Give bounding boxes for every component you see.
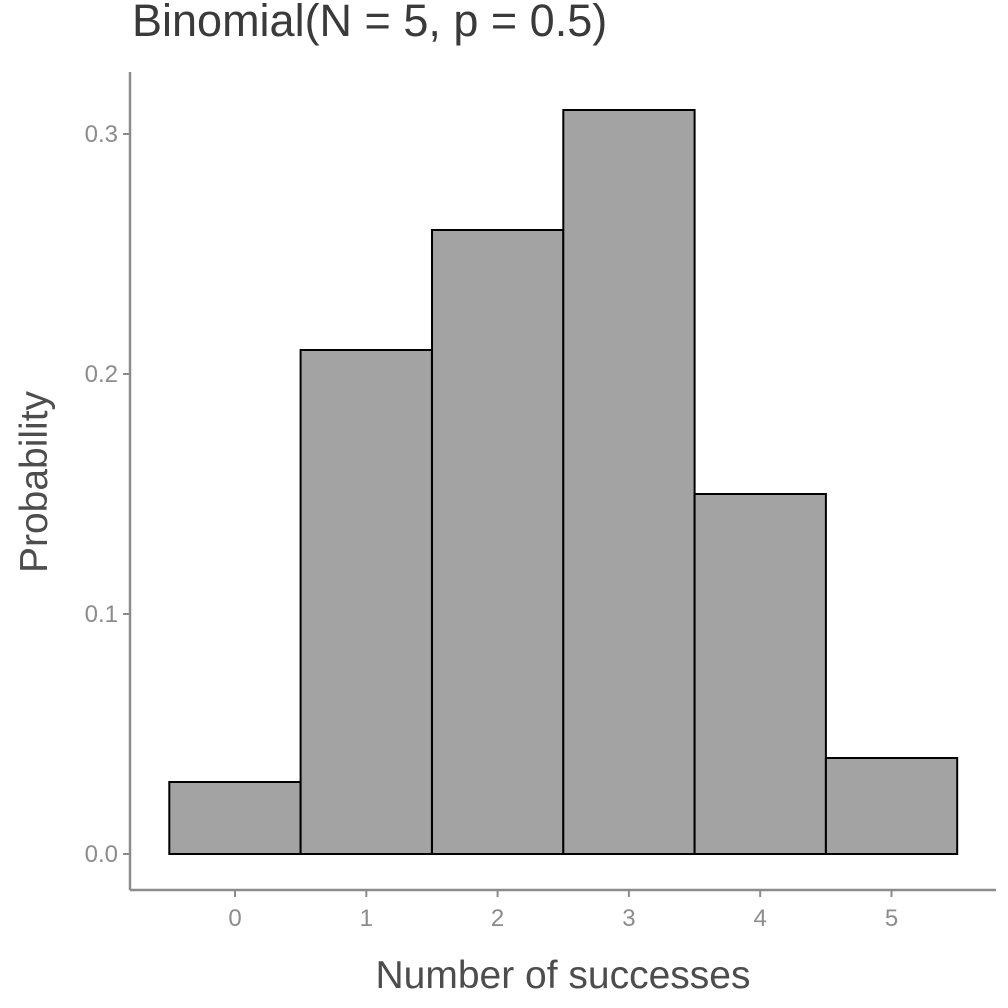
x-tick-label: 5 bbox=[885, 905, 898, 932]
x-axis-title: Number of successes bbox=[376, 954, 751, 997]
bars-group bbox=[168, 109, 959, 855]
bar-4 bbox=[693, 493, 827, 855]
x-axis-ticks: 0 1 2 3 4 5 bbox=[228, 890, 898, 932]
x-tick-label: 0 bbox=[228, 905, 241, 932]
bar-1 bbox=[299, 349, 433, 855]
y-tick-label: 0.3 bbox=[85, 121, 118, 148]
bar-5 bbox=[824, 757, 959, 855]
bar-2 bbox=[431, 229, 565, 855]
x-tick-label: 4 bbox=[754, 905, 767, 932]
x-tick-label: 2 bbox=[491, 905, 504, 932]
y-tick-label: 0.0 bbox=[85, 841, 118, 868]
y-axis-title: Probability bbox=[13, 390, 56, 573]
bar-3 bbox=[562, 109, 696, 855]
bar-0 bbox=[168, 781, 302, 855]
y-axis-ticks: 0.0 0.1 0.2 0.3 bbox=[85, 121, 130, 868]
x-tick-label: 3 bbox=[622, 905, 635, 932]
x-tick-label: 1 bbox=[360, 905, 373, 932]
y-tick-label: 0.2 bbox=[85, 361, 118, 388]
chart-title: Binomial(N = 5, p = 0.5) bbox=[132, 0, 607, 46]
y-tick-label: 0.1 bbox=[85, 601, 118, 628]
